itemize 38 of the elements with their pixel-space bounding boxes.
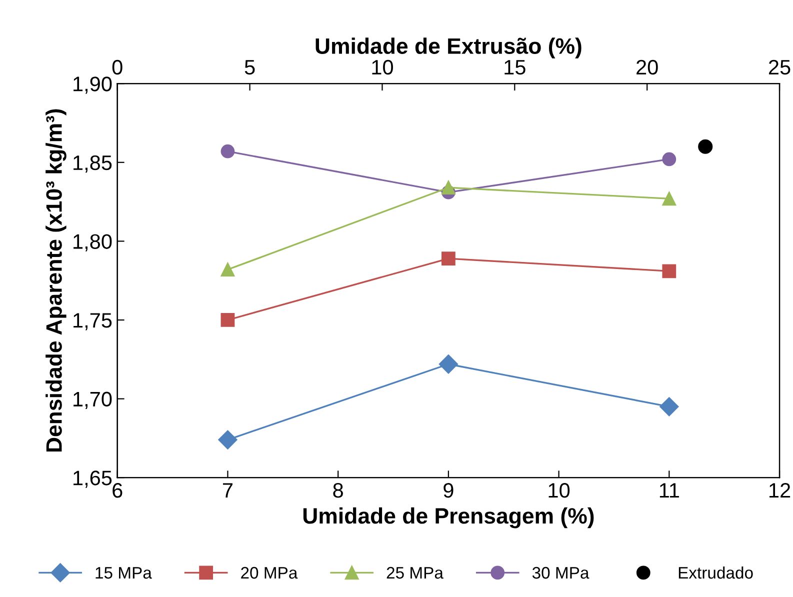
x-tick-label: 10 <box>548 483 570 498</box>
y-axis-title: Densidade Aparente (x10³ kg/m³) <box>46 109 66 452</box>
x2-axis-title: Umidade de Extrusão (%) <box>316 38 582 58</box>
legend-label: 30 MPa <box>532 566 590 579</box>
x-tick-label: 9 <box>444 483 454 498</box>
x-tick-label: 7 <box>223 483 232 498</box>
x2-tick-label: 10 <box>372 60 393 75</box>
x2-tick-label: 25 <box>768 60 790 75</box>
legend-label: 20 MPa <box>241 566 298 579</box>
x2-tick-label: 15 <box>504 60 526 75</box>
x-tick-label: 11 <box>660 483 679 498</box>
y-tick-label: 1,75 <box>74 313 112 330</box>
x2-tick-label: 20 <box>636 60 658 75</box>
point <box>441 252 456 266</box>
point <box>220 313 235 327</box>
point <box>662 152 676 166</box>
y-tick-label: 1,90 <box>74 76 112 94</box>
y-tick-label: 1,80 <box>74 234 112 252</box>
point <box>220 144 235 158</box>
x-tick-label: 12 <box>770 483 790 498</box>
x-axis-title: Umidade de Prensagem (%) <box>303 507 594 528</box>
legend-label: Extrudado <box>678 566 753 579</box>
y-tick-label: 1,65 <box>74 470 112 488</box>
point <box>441 180 456 195</box>
point <box>218 430 238 450</box>
y-tick-label: 1,85 <box>74 155 112 173</box>
point <box>660 397 679 416</box>
x2-tick-label: 5 <box>244 60 255 75</box>
point <box>662 264 676 278</box>
legend-label: 15 MPa <box>96 567 152 579</box>
x-tick-label: 8 <box>333 483 343 498</box>
x-tick-label: 6 <box>112 483 122 498</box>
legend-label: 25 MPa <box>386 566 444 579</box>
point <box>662 192 676 206</box>
point <box>220 262 235 276</box>
x2-tick-label: 0 <box>112 60 122 75</box>
point <box>438 354 458 374</box>
y-tick-label: 1,70 <box>74 392 112 410</box>
